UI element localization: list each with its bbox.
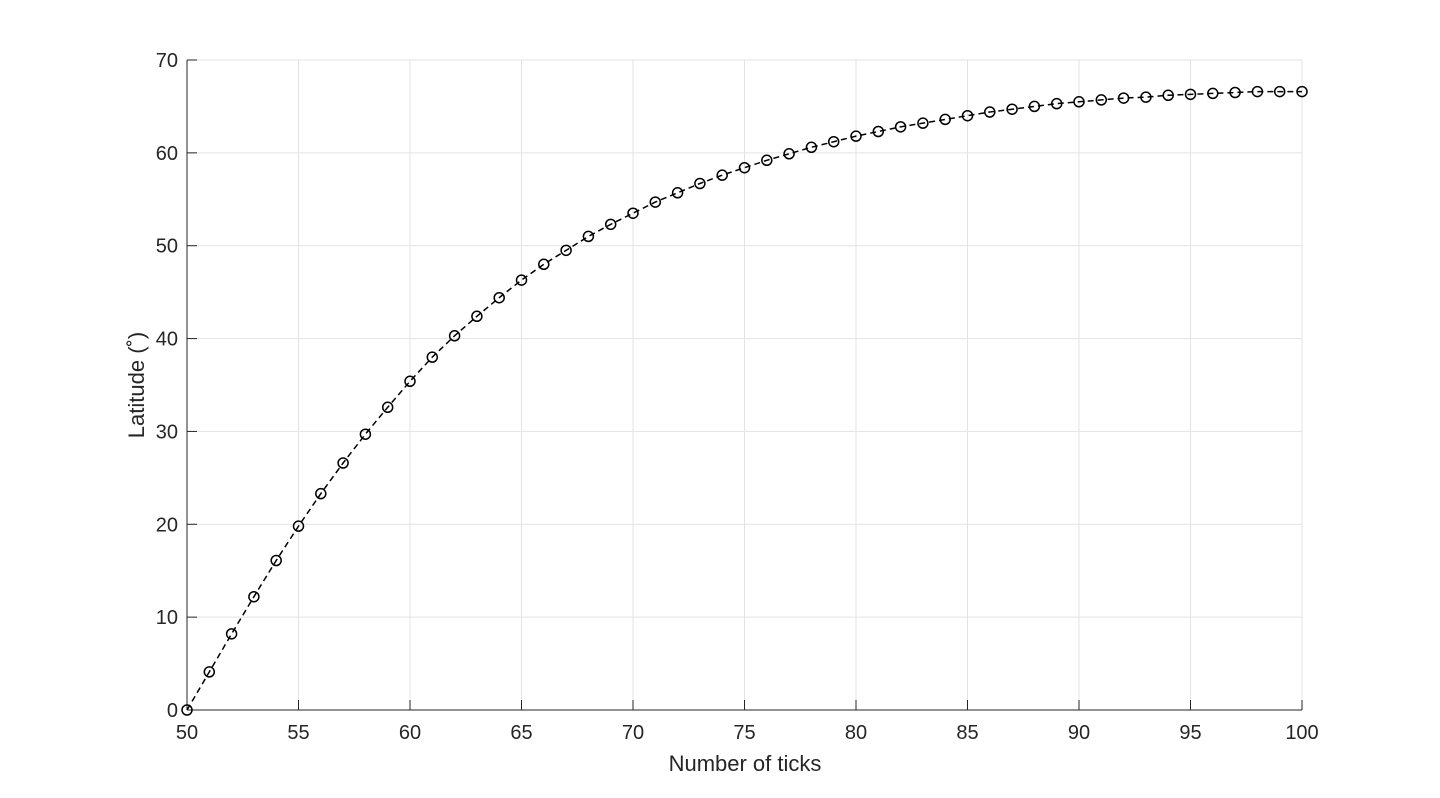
data-point — [1273, 85, 1286, 98]
data-point — [716, 169, 728, 181]
data-point — [493, 291, 505, 304]
data-point — [404, 375, 416, 388]
data-point — [515, 274, 528, 286]
x-tick-label: 85 — [956, 722, 978, 744]
data-point — [225, 628, 238, 640]
data-point — [761, 154, 773, 167]
data-point — [604, 218, 617, 231]
x-tick-label: 95 — [1179, 722, 1201, 744]
data-point — [1207, 87, 1219, 100]
data-point — [381, 401, 394, 414]
data-point — [1028, 100, 1041, 113]
y-tick-label: 50 — [156, 236, 178, 258]
y-tick-label: 20 — [156, 514, 178, 536]
data-point — [560, 244, 572, 257]
data-point — [538, 258, 550, 271]
data-series — [181, 85, 1308, 716]
data-point — [1296, 85, 1308, 98]
x-tick-label: 50 — [176, 722, 198, 744]
data-point — [181, 704, 193, 716]
data-point — [582, 230, 595, 243]
axes — [186, 59, 1303, 711]
data-point — [359, 428, 372, 440]
data-point — [894, 121, 907, 133]
data-point — [827, 135, 840, 148]
y-axis-label: Latitude (˚) — [124, 332, 149, 438]
data-point — [738, 161, 751, 174]
data-point — [1140, 91, 1152, 103]
x-tick-label: 75 — [733, 722, 755, 744]
y-tick-label: 10 — [156, 607, 178, 629]
x-tick-label: 100 — [1285, 722, 1318, 744]
data-point — [1251, 85, 1264, 98]
data-point — [1184, 88, 1197, 101]
series-line — [186, 90, 1302, 711]
y-tick-label: 0 — [167, 700, 178, 722]
data-point — [649, 196, 662, 208]
x-tick-label: 60 — [399, 722, 421, 744]
data-point — [984, 106, 996, 118]
data-point — [337, 457, 349, 469]
data-point — [917, 117, 929, 129]
data-point — [315, 487, 327, 500]
y-tick-label: 30 — [156, 421, 178, 443]
data-point — [872, 125, 885, 138]
data-point — [1162, 89, 1174, 102]
data-point — [248, 590, 260, 603]
grid — [186, 59, 1303, 711]
x-tick-label: 90 — [1068, 722, 1090, 744]
x-tick-label: 65 — [510, 722, 532, 744]
data-point — [671, 187, 684, 199]
data-point — [292, 520, 305, 532]
data-point — [1229, 86, 1241, 99]
data-point — [1117, 92, 1130, 104]
data-point — [961, 109, 974, 122]
data-point — [426, 351, 439, 363]
x-tick-label: 55 — [287, 722, 309, 744]
data-point — [694, 177, 706, 190]
data-point — [1095, 94, 1108, 106]
x-tick-label: 80 — [845, 722, 867, 744]
data-point — [805, 141, 818, 154]
data-point — [1006, 103, 1018, 115]
data-point — [270, 554, 282, 567]
data-point — [850, 130, 862, 142]
y-tick-label: 60 — [156, 143, 178, 165]
data-point — [783, 148, 795, 160]
x-axis-label: Number of ticks — [669, 751, 822, 776]
data-point — [471, 310, 483, 323]
y-tick-label: 70 — [156, 50, 178, 72]
x-tick-label: 70 — [622, 722, 644, 744]
data-point — [627, 207, 639, 219]
data-point — [203, 666, 216, 678]
data-point — [448, 330, 461, 342]
data-point — [939, 113, 951, 126]
data-point — [1073, 96, 1085, 108]
x-tick-labels: 50 55 60 65 70 75 80 85 90 95 100 — [176, 722, 1319, 744]
data-point — [1050, 97, 1063, 110]
y-tick-label: 40 — [156, 329, 178, 351]
y-tick-labels: 0 10 20 30 40 50 60 70 — [156, 50, 178, 722]
